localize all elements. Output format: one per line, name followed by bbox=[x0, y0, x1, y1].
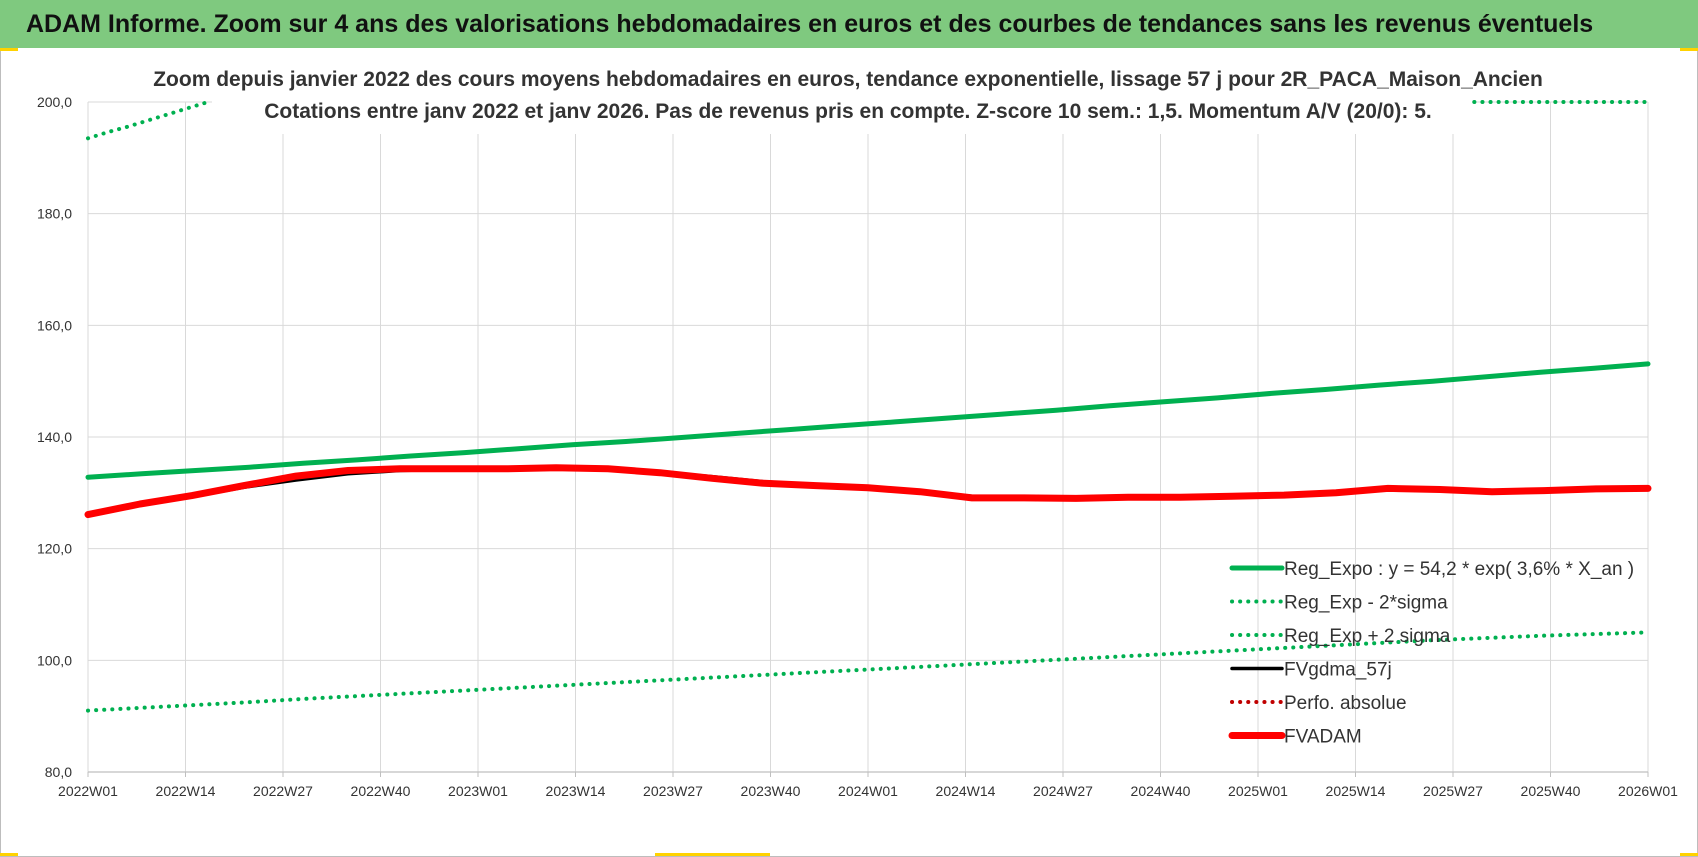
x-tick-label: 2026W01 bbox=[1618, 783, 1678, 799]
x-axis-ticks: 2022W01 2022W14 2022W27 2022W40 2023W01 2023W… bbox=[58, 771, 1678, 799]
x-tick-label: 2022W40 bbox=[351, 783, 411, 799]
legend: Reg_Expo : y = 54,2 * exp( 3,6% * X_an )… bbox=[1228, 559, 1634, 748]
x-tick-label: 2024W14 bbox=[936, 783, 996, 799]
frame-corner-marker bbox=[0, 853, 18, 856]
y-tick-label: 160,0 bbox=[37, 317, 72, 333]
y-tick-label: 80,0 bbox=[45, 764, 72, 780]
frame-corner-marker bbox=[1680, 48, 1698, 51]
legend-entry: Reg_Expo : y = 54,2 * exp( 3,6% * X_an ) bbox=[1284, 559, 1634, 580]
x-tick-label: 2022W14 bbox=[156, 783, 216, 799]
y-tick-label: 200,0 bbox=[37, 94, 72, 110]
series-lines bbox=[84, 100, 1652, 713]
legend-entry: Reg_Exp + 2 sigma bbox=[1284, 626, 1451, 647]
series-line bbox=[86, 630, 1650, 713]
chart-subtitle: Cotations entre janv 2022 et janv 2026. … bbox=[264, 100, 1432, 123]
x-tick-label: 2022W27 bbox=[253, 783, 313, 799]
y-axis-ticks: 80,0 100,0 120,0 140,0 160,0 180,0 200,0 bbox=[37, 94, 72, 780]
x-tick-label: 2023W14 bbox=[546, 783, 606, 799]
frame-corner-marker bbox=[0, 48, 18, 51]
y-tick-label: 120,0 bbox=[37, 541, 72, 557]
frame-corner-marker bbox=[655, 853, 770, 856]
chart-title: Zoom depuis janvier 2022 des cours moyen… bbox=[153, 68, 1543, 91]
x-tick-label: 2025W14 bbox=[1326, 783, 1386, 799]
x-tick-label: 2024W01 bbox=[838, 783, 898, 799]
legend-entry: FVgdma_57j bbox=[1284, 660, 1392, 681]
x-tick-label: 2025W01 bbox=[1228, 783, 1288, 799]
banner-title: ADAM Informe. Zoom sur 4 ans des valoris… bbox=[0, 0, 1698, 48]
grid-lines bbox=[87, 101, 1649, 773]
y-tick-label: 100,0 bbox=[37, 652, 72, 668]
legend-entry: FVADAM bbox=[1284, 727, 1362, 748]
x-tick-label: 2023W01 bbox=[448, 783, 508, 799]
x-tick-label: 2025W27 bbox=[1423, 783, 1483, 799]
legend-entry: Reg_Exp - 2*sigma bbox=[1284, 593, 1448, 614]
x-tick-label: 2024W27 bbox=[1033, 783, 1093, 799]
y-tick-label: 180,0 bbox=[37, 206, 72, 222]
line-chart: 80,0 100,0 120,0 140,0 160,0 180,0 200,0 2022W… bbox=[37, 58, 1678, 799]
series-line bbox=[85, 361, 1651, 480]
x-tick-label: 2022W01 bbox=[58, 783, 118, 799]
x-tick-label: 2024W40 bbox=[1131, 783, 1191, 799]
x-tick-label: 2023W40 bbox=[741, 783, 801, 799]
series-line bbox=[84, 464, 1652, 519]
series-line bbox=[86, 100, 210, 141]
frame-corner-marker bbox=[1680, 853, 1698, 856]
y-tick-label: 140,0 bbox=[37, 429, 72, 445]
x-tick-label: 2025W40 bbox=[1521, 783, 1581, 799]
x-tick-label: 2023W27 bbox=[643, 783, 703, 799]
title-backdrop bbox=[212, 58, 1472, 134]
legend-entry: Perfo. absolue bbox=[1284, 693, 1407, 714]
